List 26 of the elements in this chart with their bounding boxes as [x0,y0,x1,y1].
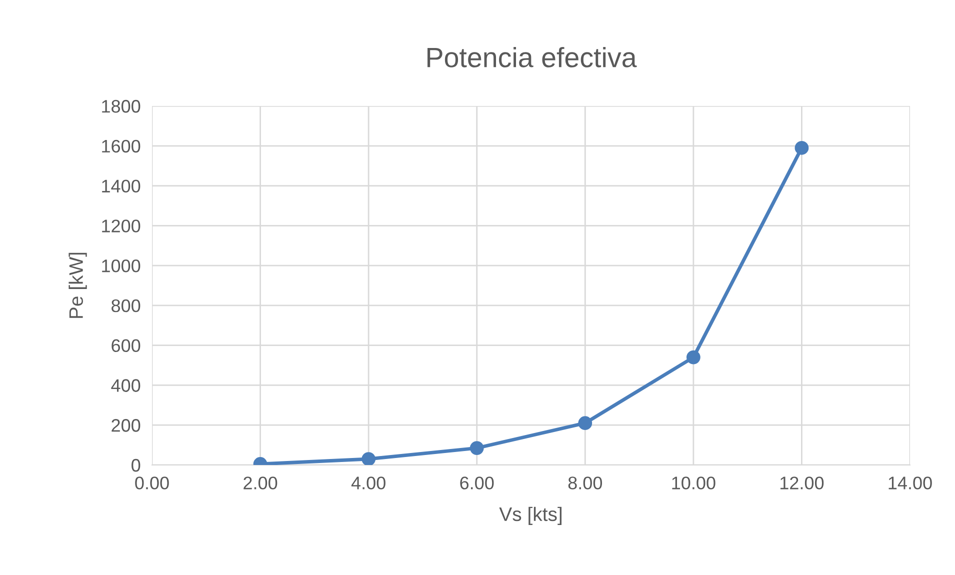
point [362,452,376,465]
y-tick-label: 1800 [102,100,140,113]
y-axis-title: Pe [kW] [68,252,87,318]
y-tick-label: 1400 [102,180,140,192]
point [794,140,809,155]
y-tick-label: 800 [112,299,140,312]
point [578,416,592,430]
y-tick-label: 0 [132,458,140,472]
chart-title: Potencia efectiva [428,46,637,68]
x-axis-title: Vs [kts] [499,506,562,525]
y-tick-label: 1000 [102,259,140,272]
x-tick-label: 6.00 [460,476,494,490]
point [686,350,700,364]
y-tick-label: 1200 [102,220,140,232]
x-tick-label: 4.00 [351,476,386,490]
y-tick-label: 1600 [102,140,140,153]
x-tick-label: 0.00 [135,476,169,490]
point [470,441,484,455]
x-tick-label: 10.00 [672,476,716,490]
x-tick-label: 2.00 [244,476,278,490]
y-tick-label: 200 [112,419,140,432]
x-tick-label: 12.00 [780,476,824,490]
y-tick-label: 400 [111,379,140,392]
y-tick-label: 600 [112,339,140,352]
x-tick-label: 14.00 [888,476,932,490]
x-tick-label: 8.00 [568,476,602,490]
